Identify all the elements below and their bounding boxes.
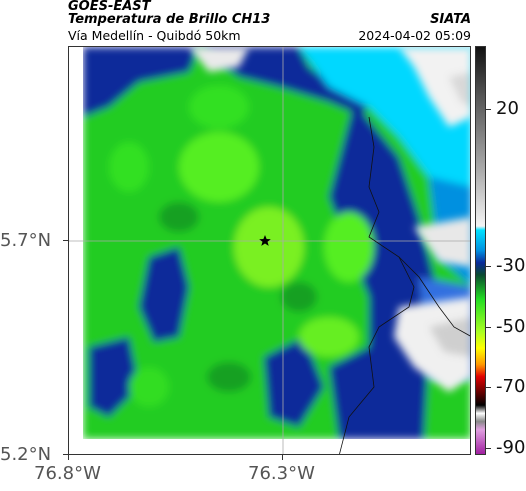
brand-label: SIATA (430, 12, 471, 27)
satellite-title: GOES-EAST (68, 0, 151, 14)
timestamp-label: 2024-04-02 05:09 (358, 28, 471, 43)
colorbar-gradient (476, 47, 485, 454)
boundary-line (398, 256, 470, 337)
region-subtitle: Vía Medellín - Quibdó 50km (68, 28, 241, 43)
longitude-tick-label: 76.8°W (34, 463, 101, 484)
colorbar (475, 46, 486, 455)
colorbar-tick-label: -70 (496, 376, 526, 397)
map-canvas (69, 47, 470, 454)
brightness-temperature-map (68, 46, 471, 455)
longitude-tick-label: 76.3°W (248, 463, 315, 484)
latitude-tick-label: 5.2°N (0, 444, 52, 465)
boundary-line (339, 116, 415, 454)
product-title: Temperatura de Brillo CH13 (68, 12, 271, 27)
colorbar-tick-label: -90 (496, 437, 526, 458)
location-star-icon (259, 235, 271, 246)
colorbar-tick-label: 20 (496, 98, 519, 119)
colorbar-tick-label: -30 (496, 255, 526, 276)
colorbar-tick-label: -50 (496, 316, 526, 337)
latitude-tick-label: 5.7°N (0, 230, 52, 251)
